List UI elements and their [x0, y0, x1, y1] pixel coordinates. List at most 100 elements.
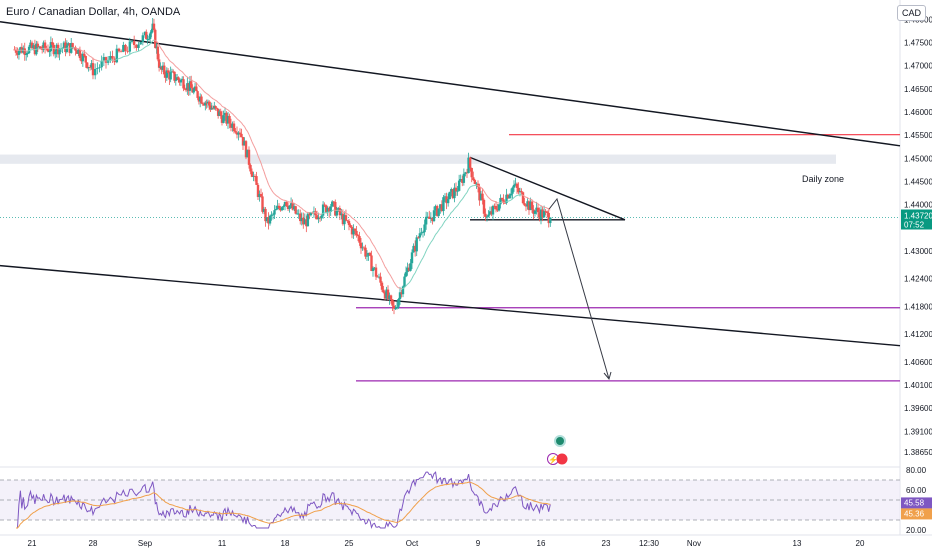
ema-segment — [380, 256, 383, 261]
ema-segment — [281, 199, 284, 201]
ema-segment — [244, 126, 247, 130]
ema-segment — [223, 106, 226, 109]
ema-segment — [123, 55, 126, 58]
ema-segment — [333, 209, 336, 211]
candle-body — [14, 49, 18, 53]
candle-body — [485, 216, 489, 218]
candle-body — [205, 102, 208, 104]
candle-body — [184, 89, 188, 91]
candle-body — [453, 187, 456, 199]
time-tick-label: 9 — [476, 539, 481, 548]
ema-segment — [405, 283, 408, 287]
candle-body — [512, 184, 516, 188]
time-tick-label: 25 — [345, 539, 354, 548]
candle-body — [58, 48, 61, 55]
ema-segment — [148, 43, 151, 46]
candle-body — [29, 42, 32, 47]
candle-body — [132, 41, 136, 46]
ema-segment — [290, 201, 293, 204]
candle-body — [174, 80, 177, 81]
ema-segment — [293, 202, 296, 205]
ema-segment — [341, 210, 344, 213]
candle-body — [77, 49, 80, 54]
ema-segment — [247, 131, 250, 135]
ema-segment — [272, 191, 275, 195]
ema-segment — [206, 93, 209, 95]
ema-segment — [414, 269, 418, 274]
ema-segment — [368, 236, 371, 240]
ema-segment — [485, 193, 488, 197]
ema-segment — [189, 78, 192, 80]
candle-body — [311, 212, 314, 214]
candle-body — [265, 217, 269, 222]
ema-segment — [250, 137, 253, 142]
candle-body — [462, 173, 466, 183]
ema-segment — [384, 266, 387, 270]
candle-body — [478, 186, 481, 201]
daily-zone — [0, 154, 836, 164]
candle-body — [448, 191, 451, 200]
ema-segment — [251, 141, 254, 146]
candle-body — [374, 267, 378, 277]
ema-segment — [441, 223, 444, 227]
candle-body — [407, 267, 411, 271]
candle-body — [43, 42, 47, 49]
candle-body — [232, 123, 236, 132]
ema-segment — [416, 266, 419, 270]
candle-body — [159, 66, 162, 68]
candle-body — [83, 53, 86, 56]
ema-segment — [146, 45, 148, 47]
candle-body — [355, 230, 358, 236]
candle-body — [206, 101, 210, 104]
candle-body — [126, 50, 129, 52]
candle-body — [446, 199, 450, 204]
candle-body — [178, 79, 181, 83]
ema-segment — [407, 282, 410, 285]
ema-segment — [147, 44, 150, 47]
candle-body — [277, 205, 281, 209]
ema-segment — [172, 63, 175, 66]
ema-segment — [546, 207, 550, 210]
candle-body — [338, 208, 342, 216]
ema-segment — [205, 92, 207, 94]
candle-body — [195, 86, 198, 92]
candle-body — [182, 79, 185, 89]
ema-segment — [359, 224, 362, 228]
currency-badge[interactable]: CAD — [896, 5, 926, 21]
candle-body — [124, 44, 127, 51]
ema-segment — [97, 60, 100, 62]
ema-segment — [263, 171, 266, 177]
candle-body — [130, 41, 134, 42]
candle-body — [493, 205, 496, 207]
candle-body — [391, 299, 394, 306]
candle-body — [280, 207, 284, 211]
ema-segment — [387, 271, 390, 275]
rsi-line — [16, 471, 551, 529]
candle-body — [306, 213, 310, 227]
candle-body — [379, 276, 382, 283]
candle-body — [282, 206, 285, 208]
candle-body — [252, 175, 255, 177]
ema-segment — [78, 48, 81, 50]
candle-body — [367, 252, 370, 256]
candle-body — [234, 131, 237, 133]
candle-body — [457, 180, 461, 191]
rsi-value: 45.58 — [904, 498, 925, 507]
candle-body — [211, 107, 215, 109]
ema-segment — [118, 57, 122, 60]
ema-segment — [521, 194, 524, 196]
chart-title: Euro / Canadian Dollar, 4h, OANDA — [6, 6, 181, 18]
ema-segment — [366, 235, 369, 238]
candle-body — [55, 44, 58, 52]
candle-body — [119, 51, 123, 53]
ema-segment — [239, 120, 242, 124]
ema-segment — [510, 198, 513, 201]
ema-segment — [449, 212, 452, 216]
candle-body — [175, 77, 179, 81]
ema-segment — [284, 199, 287, 202]
candle-body — [231, 123, 234, 128]
ema-segment — [296, 204, 299, 207]
candle-body — [102, 57, 106, 62]
